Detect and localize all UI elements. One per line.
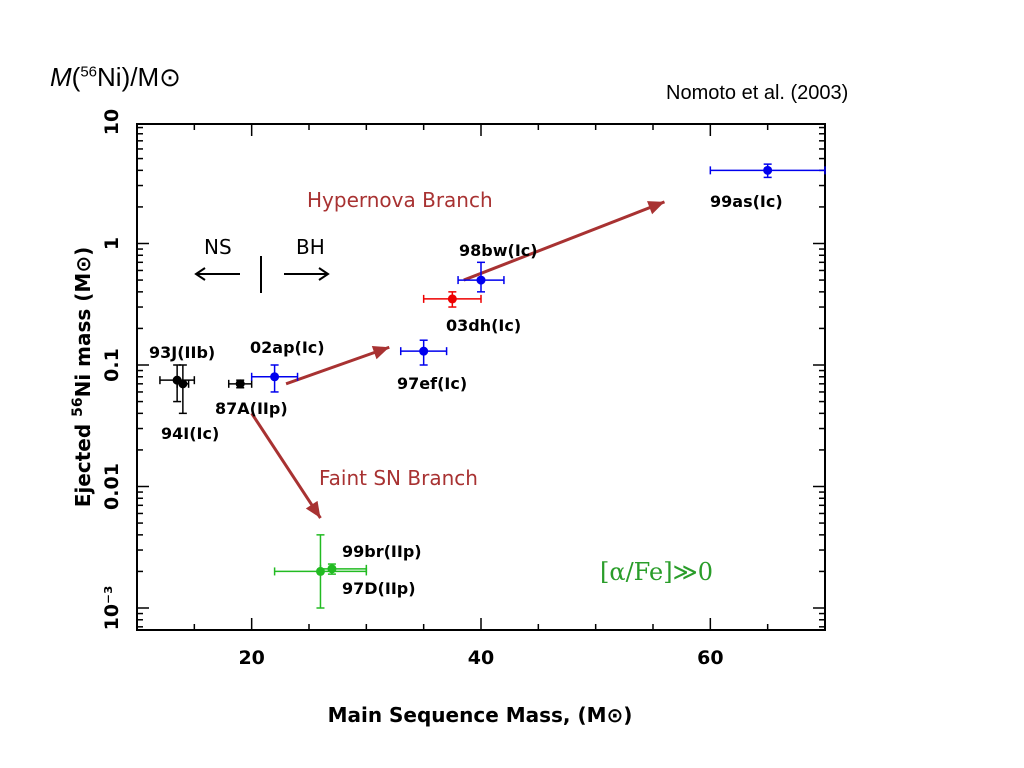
branch-arrow-head bbox=[305, 500, 321, 519]
y-tick-label: 10 bbox=[101, 109, 123, 135]
point-label-94i: 94I(Ic) bbox=[161, 424, 219, 443]
branch-arrows bbox=[250, 200, 666, 519]
data-points bbox=[159, 163, 826, 609]
branch-arrow-head bbox=[647, 201, 665, 215]
point-labels: 93J(IIb) 94I(Ic) 87A(IIp) 02ap(Ic) 97ef(… bbox=[149, 192, 783, 598]
hypernova-branch-label: Hypernova Branch bbox=[307, 188, 493, 212]
branch-arrow-head bbox=[371, 345, 390, 360]
point-label-03dh: 03dh(Ic) bbox=[446, 316, 521, 335]
point-label-97ef: 97ef(Ic) bbox=[397, 374, 467, 393]
point-label-98bw: 98bw(Ic) bbox=[459, 241, 538, 260]
branch-arrow bbox=[250, 412, 322, 519]
point-marker bbox=[447, 294, 457, 304]
y-tick-label: 0.01 bbox=[101, 463, 123, 510]
x-tick-label: 60 bbox=[697, 647, 723, 669]
data-point bbox=[227, 379, 253, 389]
data-point bbox=[319, 563, 368, 575]
branch-arrow bbox=[463, 200, 666, 282]
data-point bbox=[709, 163, 826, 179]
y-axis-label: Ejected 56Ni mass (M⊙) bbox=[70, 247, 95, 507]
data-point bbox=[250, 364, 299, 393]
ns-arrow bbox=[194, 267, 240, 281]
x-tick-labels: 20 40 60 bbox=[238, 647, 723, 669]
point-marker bbox=[178, 379, 188, 389]
branch-arrow-shaft bbox=[250, 412, 322, 519]
bh-arrow bbox=[284, 267, 330, 281]
point-label-93j: 93J(IIb) bbox=[149, 343, 215, 362]
x-axis-label: Main Sequence Mass, (M⊙) bbox=[328, 703, 633, 727]
y-tick-labels: 10 1 0.1 0.01 10⁻³ bbox=[101, 109, 123, 631]
ni-mass-title: M(56Ni)/M⊙ bbox=[50, 62, 181, 92]
y-tick-label: 1 bbox=[101, 237, 123, 250]
point-label-99as: 99as(Ic) bbox=[710, 192, 783, 211]
point-label-97d: 97D(IIp) bbox=[342, 579, 416, 598]
branch-arrow bbox=[285, 345, 390, 386]
point-label-02ap: 02ap(Ic) bbox=[250, 338, 325, 357]
y-tick-label: 0.1 bbox=[101, 348, 123, 382]
alpha-fe-note: [α/Fe]≫0 bbox=[600, 558, 713, 586]
point-marker bbox=[419, 346, 429, 356]
branch-arrow-shaft bbox=[285, 345, 390, 386]
ns-label: NS bbox=[204, 235, 232, 259]
x-tick-label: 20 bbox=[238, 647, 264, 669]
point-marker bbox=[270, 372, 280, 382]
data-point bbox=[422, 291, 482, 308]
point-label-87a: 87A(IIp) bbox=[215, 399, 288, 418]
y-tick-label: 10⁻³ bbox=[101, 586, 123, 631]
bh-label: BH bbox=[296, 235, 325, 259]
point-marker bbox=[763, 165, 773, 175]
axis-ticks bbox=[137, 124, 825, 630]
point-marker bbox=[476, 275, 486, 285]
branch-arrow-shaft bbox=[463, 200, 666, 282]
point-marker bbox=[327, 564, 337, 574]
faint-sn-branch-label: Faint SN Branch bbox=[319, 466, 478, 490]
data-point bbox=[399, 339, 448, 366]
citation: Nomoto et al. (2003) bbox=[666, 82, 849, 104]
x-tick-label: 40 bbox=[468, 647, 494, 669]
point-marker bbox=[235, 379, 245, 389]
data-point bbox=[176, 364, 190, 415]
point-label-99br: 99br(IIp) bbox=[342, 542, 422, 561]
data-point bbox=[457, 261, 505, 293]
